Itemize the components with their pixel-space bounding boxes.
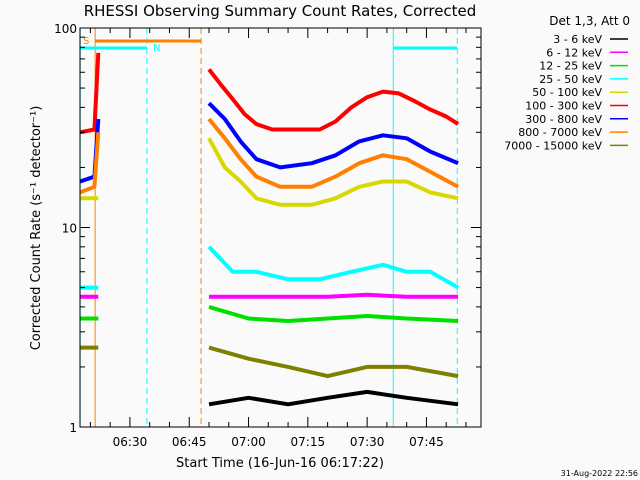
series-line-100-300keV: [79, 52, 101, 135]
legend-label: 50 - 100 keV: [532, 86, 602, 99]
x-tick-label: 06:45: [172, 435, 207, 449]
x-tick-label: 07:00: [231, 435, 266, 449]
y-tick-label: 1: [69, 421, 77, 435]
x-tick-label: 07:15: [291, 435, 326, 449]
chart-title: RHESSI Observing Summary Count Rates, Co…: [84, 2, 477, 20]
legend-label: 25 - 50 keV: [539, 73, 602, 86]
legend-label: 300 - 800 keV: [525, 113, 602, 126]
legend-label: 7000 - 15000 keV: [504, 139, 602, 152]
legend-label: 3 - 6 keV: [553, 33, 602, 46]
x-tick-label: 06:30: [113, 435, 148, 449]
series-line-3-6keV: [208, 389, 459, 407]
legend-label: 6 - 12 keV: [546, 46, 602, 59]
y-tick-label: 10: [62, 222, 77, 236]
series-line-7000-15000keV: [208, 345, 459, 379]
series-line-12-25keV: [208, 304, 459, 323]
night-label: N: [153, 43, 160, 54]
x-axis-label: Start Time (16-Jun-16 06:17:22): [176, 456, 384, 471]
x-tick-label: 07:45: [409, 435, 444, 449]
series-line-800-7000keV: [207, 117, 460, 189]
series-line-100-300keV: [207, 68, 460, 132]
series-line-25-50keV: [207, 245, 460, 290]
series-line-6-12keV: [209, 292, 459, 299]
x-tick-label: 07:30: [350, 435, 385, 449]
series-line-800-7000keV: [79, 132, 101, 195]
legend-label: 12 - 25 keV: [539, 60, 602, 73]
legend-label: 800 - 7000 keV: [518, 126, 602, 139]
saa-label: S: [83, 36, 89, 47]
y-tick-label: 100: [54, 22, 77, 36]
footer-timestamp: 31-Aug-2022 22:56: [561, 469, 638, 478]
y-axis-label: Corrected Count Rate (s⁻¹ detector⁻¹): [29, 106, 44, 351]
series-line-50-100keV: [207, 137, 459, 207]
legend-label: 100 - 300 keV: [525, 100, 602, 113]
series-line-300-800keV: [207, 101, 459, 170]
legend-title: Det 1,3, Att 0: [549, 14, 630, 28]
